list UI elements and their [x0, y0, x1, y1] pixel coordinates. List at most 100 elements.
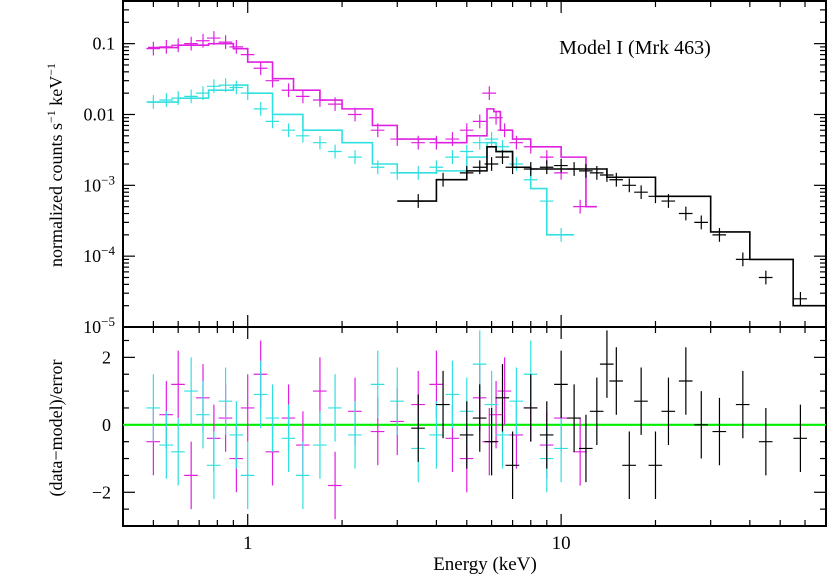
data-point-black [436, 172, 450, 187]
top-y-label-sup2: −1 [44, 63, 58, 76]
residual-point-cyan [206, 431, 221, 500]
data-point-magenta [411, 135, 425, 150]
residual-point-cyan [240, 441, 255, 510]
data-point-cyan [196, 86, 210, 101]
residual-point-black [599, 330, 614, 398]
model-line-magenta [147, 42, 597, 208]
data-point-magenta [281, 83, 296, 98]
top-series-group [146, 31, 826, 307]
data-point-black [712, 227, 727, 242]
residual-point-black [589, 377, 604, 446]
data-point-black [484, 157, 499, 171]
data-point-cyan [390, 165, 404, 180]
top-plot-frame [122, 0, 827, 328]
data-point-cyan [554, 227, 568, 242]
data-point-magenta [196, 33, 210, 48]
residual-point-black [622, 431, 636, 500]
data-point-magenta [523, 139, 538, 154]
x-tick-label: 1 [243, 533, 253, 554]
data-point-cyan [370, 160, 385, 175]
data-point-magenta [328, 97, 342, 111]
data-point-magenta [390, 132, 404, 146]
data-point-magenta [472, 114, 487, 129]
residual-panel: 1 10 2 0 −2 [92, 326, 827, 554]
data-point-cyan [240, 86, 255, 101]
residual-point-cyan [295, 441, 310, 510]
data-point-magenta [429, 135, 444, 150]
data-point-black [758, 270, 773, 285]
data-point-black [634, 185, 648, 200]
residual-point-cyan [146, 374, 161, 442]
data-point-black [505, 160, 520, 175]
data-point-magenta [240, 47, 255, 62]
top-y-tick-label: 0.01 [84, 104, 116, 124]
data-point-cyan [472, 135, 487, 150]
residual-point-cyan [328, 374, 342, 442]
residual-point-cyan [445, 360, 460, 429]
data-point-magenta [159, 40, 173, 54]
residual-point-black [678, 347, 693, 415]
data-point-black [735, 252, 750, 267]
data-point-cyan [328, 144, 342, 159]
data-point-black [411, 194, 425, 208]
residual-point-cyan [348, 401, 362, 469]
residual-point-black [661, 377, 676, 446]
residual-point-black [648, 431, 663, 500]
data-point-magenta [229, 40, 244, 54]
residual-point-magenta [171, 350, 185, 419]
data-point-magenta [573, 199, 587, 214]
data-point-black [648, 189, 663, 204]
residual-point-black [609, 347, 623, 415]
residual-point-cyan [184, 357, 198, 425]
data-point-cyan [459, 144, 474, 159]
data-point-black [661, 194, 676, 208]
data-point-magenta [459, 123, 474, 138]
residual-point-cyan [370, 350, 385, 419]
data-point-black [793, 291, 808, 306]
residual-point-cyan [509, 367, 524, 435]
data-point-black [539, 160, 554, 175]
data-point-cyan [206, 79, 221, 94]
residual-point-black [495, 364, 510, 432]
bottom-y-axis-label: (data−model)/error [46, 359, 67, 496]
data-point-cyan [146, 95, 161, 109]
data-point-black [523, 162, 538, 176]
data-point-black [459, 165, 474, 180]
data-point-cyan [171, 91, 185, 106]
chart-title: Model I (Mrk 463) [559, 37, 711, 59]
data-point-magenta [489, 110, 503, 125]
residual-point-black [539, 401, 554, 469]
residual-point-magenta [240, 374, 255, 442]
data-point-cyan [295, 128, 310, 143]
data-point-magenta [171, 38, 185, 53]
residual-point-cyan [554, 414, 568, 483]
residual-point-cyan [229, 401, 244, 469]
top-y-label-sup1: −1 [44, 110, 58, 123]
top-y-tick-label: 10−5 [83, 314, 115, 337]
model-line-cyan [147, 84, 575, 236]
top-y-tick-label: 0.1 [93, 34, 116, 54]
data-point-cyan [229, 80, 244, 95]
data-point-black [622, 178, 636, 193]
residual-point-black [411, 394, 425, 462]
residual-point-cyan [312, 411, 327, 479]
data-point-black [609, 172, 623, 187]
data-point-cyan [312, 135, 327, 150]
residual-point-black [735, 370, 750, 439]
residual-point-black [578, 414, 593, 483]
data-point-magenta [146, 41, 161, 56]
residual-point-cyan [159, 411, 173, 479]
residual-point-magenta [328, 451, 342, 520]
residual-point-black [694, 391, 708, 459]
data-point-magenta [253, 61, 268, 76]
data-point-black [599, 168, 614, 182]
residual-point-black [484, 407, 499, 476]
residual-point-black [712, 397, 727, 466]
data-point-magenta [509, 135, 524, 150]
data-point-cyan [445, 150, 460, 164]
bottom-y-tick-label: 0 [102, 415, 111, 435]
data-point-cyan [218, 78, 233, 92]
residual-point-black [505, 431, 520, 500]
data-point-magenta [312, 93, 327, 107]
data-point-black [554, 158, 568, 173]
